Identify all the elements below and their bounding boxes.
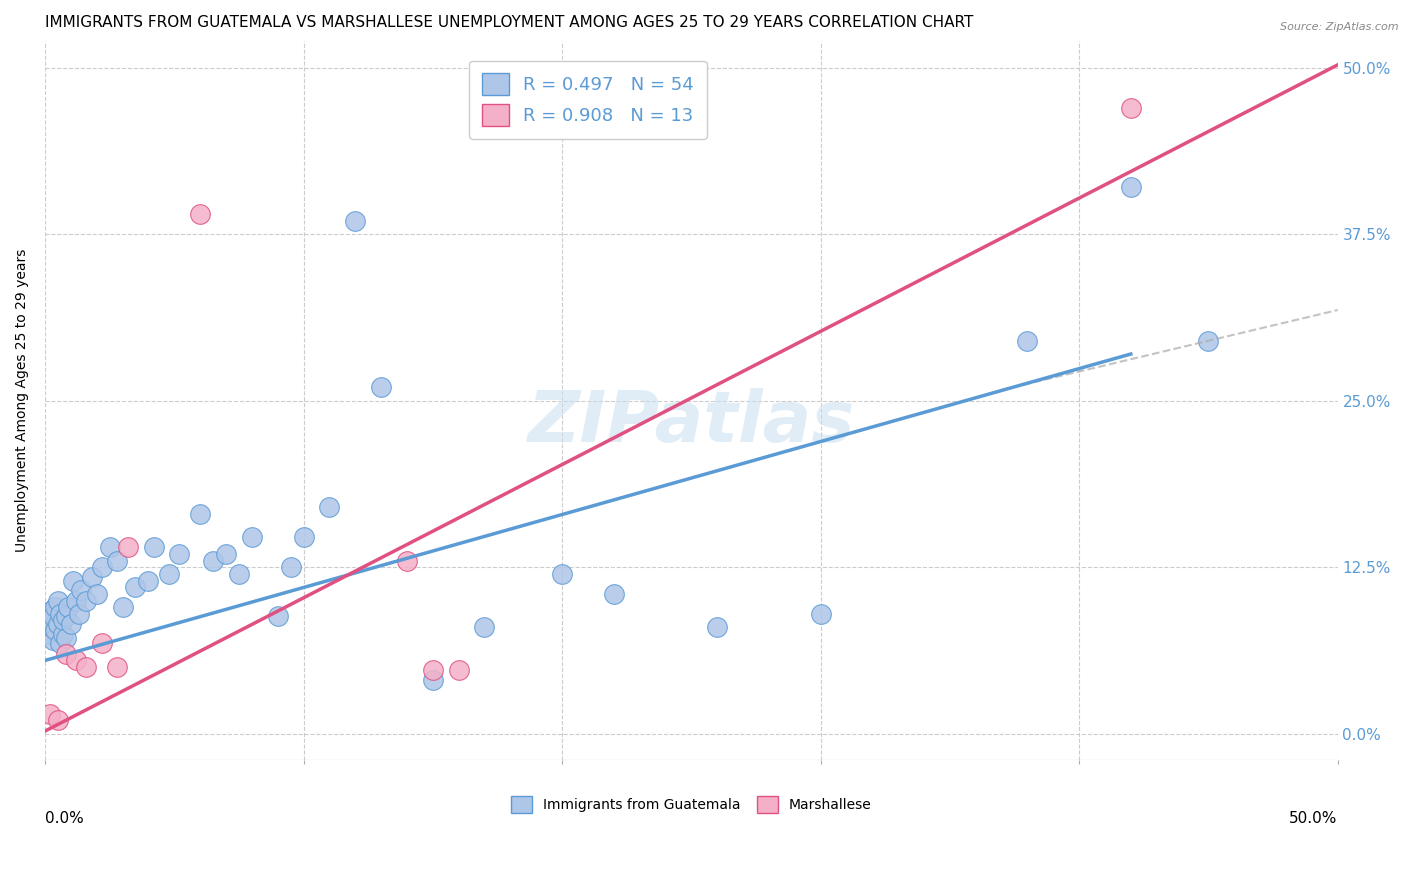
Point bbox=[810, 607, 832, 621]
Point bbox=[55, 631, 77, 645]
Point bbox=[124, 580, 146, 594]
Text: Source: ZipAtlas.com: Source: ZipAtlas.com bbox=[1281, 22, 1399, 32]
Point bbox=[62, 574, 84, 588]
Point bbox=[280, 560, 302, 574]
Point bbox=[603, 587, 626, 601]
Point bbox=[474, 620, 496, 634]
Point bbox=[111, 600, 134, 615]
Point bbox=[142, 540, 165, 554]
Point bbox=[202, 553, 225, 567]
Point bbox=[1119, 180, 1142, 194]
Point bbox=[344, 213, 367, 227]
Point bbox=[90, 636, 112, 650]
Point bbox=[39, 706, 62, 721]
Point bbox=[42, 633, 65, 648]
Point bbox=[46, 714, 69, 728]
Point bbox=[52, 627, 75, 641]
Point bbox=[105, 553, 128, 567]
Point bbox=[117, 540, 139, 554]
Point bbox=[215, 547, 238, 561]
Point bbox=[90, 560, 112, 574]
Point bbox=[55, 609, 77, 624]
Point bbox=[266, 609, 288, 624]
Point bbox=[39, 620, 62, 634]
Point bbox=[447, 663, 470, 677]
Point bbox=[59, 617, 82, 632]
Point bbox=[44, 623, 66, 637]
Point bbox=[42, 609, 65, 624]
Point bbox=[46, 617, 69, 632]
Text: ZIPatlas: ZIPatlas bbox=[527, 388, 855, 457]
Point bbox=[55, 647, 77, 661]
Point bbox=[706, 620, 728, 634]
Point bbox=[46, 593, 69, 607]
Point bbox=[240, 530, 263, 544]
Point bbox=[75, 660, 97, 674]
Point bbox=[44, 600, 66, 615]
Point bbox=[37, 614, 59, 628]
Point bbox=[86, 587, 108, 601]
Point bbox=[65, 653, 87, 667]
Point bbox=[58, 600, 80, 615]
Point bbox=[70, 582, 93, 597]
Point bbox=[228, 566, 250, 581]
Point bbox=[49, 607, 72, 621]
Point bbox=[292, 530, 315, 544]
Point bbox=[65, 593, 87, 607]
Point bbox=[1119, 101, 1142, 115]
Point bbox=[157, 566, 180, 581]
Point bbox=[105, 660, 128, 674]
Point bbox=[75, 593, 97, 607]
Point bbox=[98, 540, 121, 554]
Point bbox=[138, 574, 160, 588]
Legend: Immigrants from Guatemala, Marshallese: Immigrants from Guatemala, Marshallese bbox=[505, 790, 877, 818]
Point bbox=[1017, 334, 1039, 348]
Point bbox=[188, 207, 211, 221]
Point bbox=[80, 569, 103, 583]
Y-axis label: Unemployment Among Ages 25 to 29 years: Unemployment Among Ages 25 to 29 years bbox=[15, 249, 30, 552]
Text: 0.0%: 0.0% bbox=[45, 811, 84, 826]
Point bbox=[37, 627, 59, 641]
Point bbox=[169, 547, 191, 561]
Text: IMMIGRANTS FROM GUATEMALA VS MARSHALLESE UNEMPLOYMENT AMONG AGES 25 TO 29 YEARS : IMMIGRANTS FROM GUATEMALA VS MARSHALLESE… bbox=[45, 15, 973, 30]
Point bbox=[52, 614, 75, 628]
Point bbox=[39, 604, 62, 618]
Point bbox=[370, 380, 392, 394]
Point bbox=[188, 507, 211, 521]
Point bbox=[422, 663, 444, 677]
Point bbox=[318, 500, 340, 515]
Point bbox=[551, 566, 574, 581]
Text: 50.0%: 50.0% bbox=[1289, 811, 1337, 826]
Point bbox=[1197, 334, 1219, 348]
Point bbox=[49, 636, 72, 650]
Point bbox=[67, 607, 90, 621]
Point bbox=[422, 673, 444, 688]
Point bbox=[395, 553, 418, 567]
